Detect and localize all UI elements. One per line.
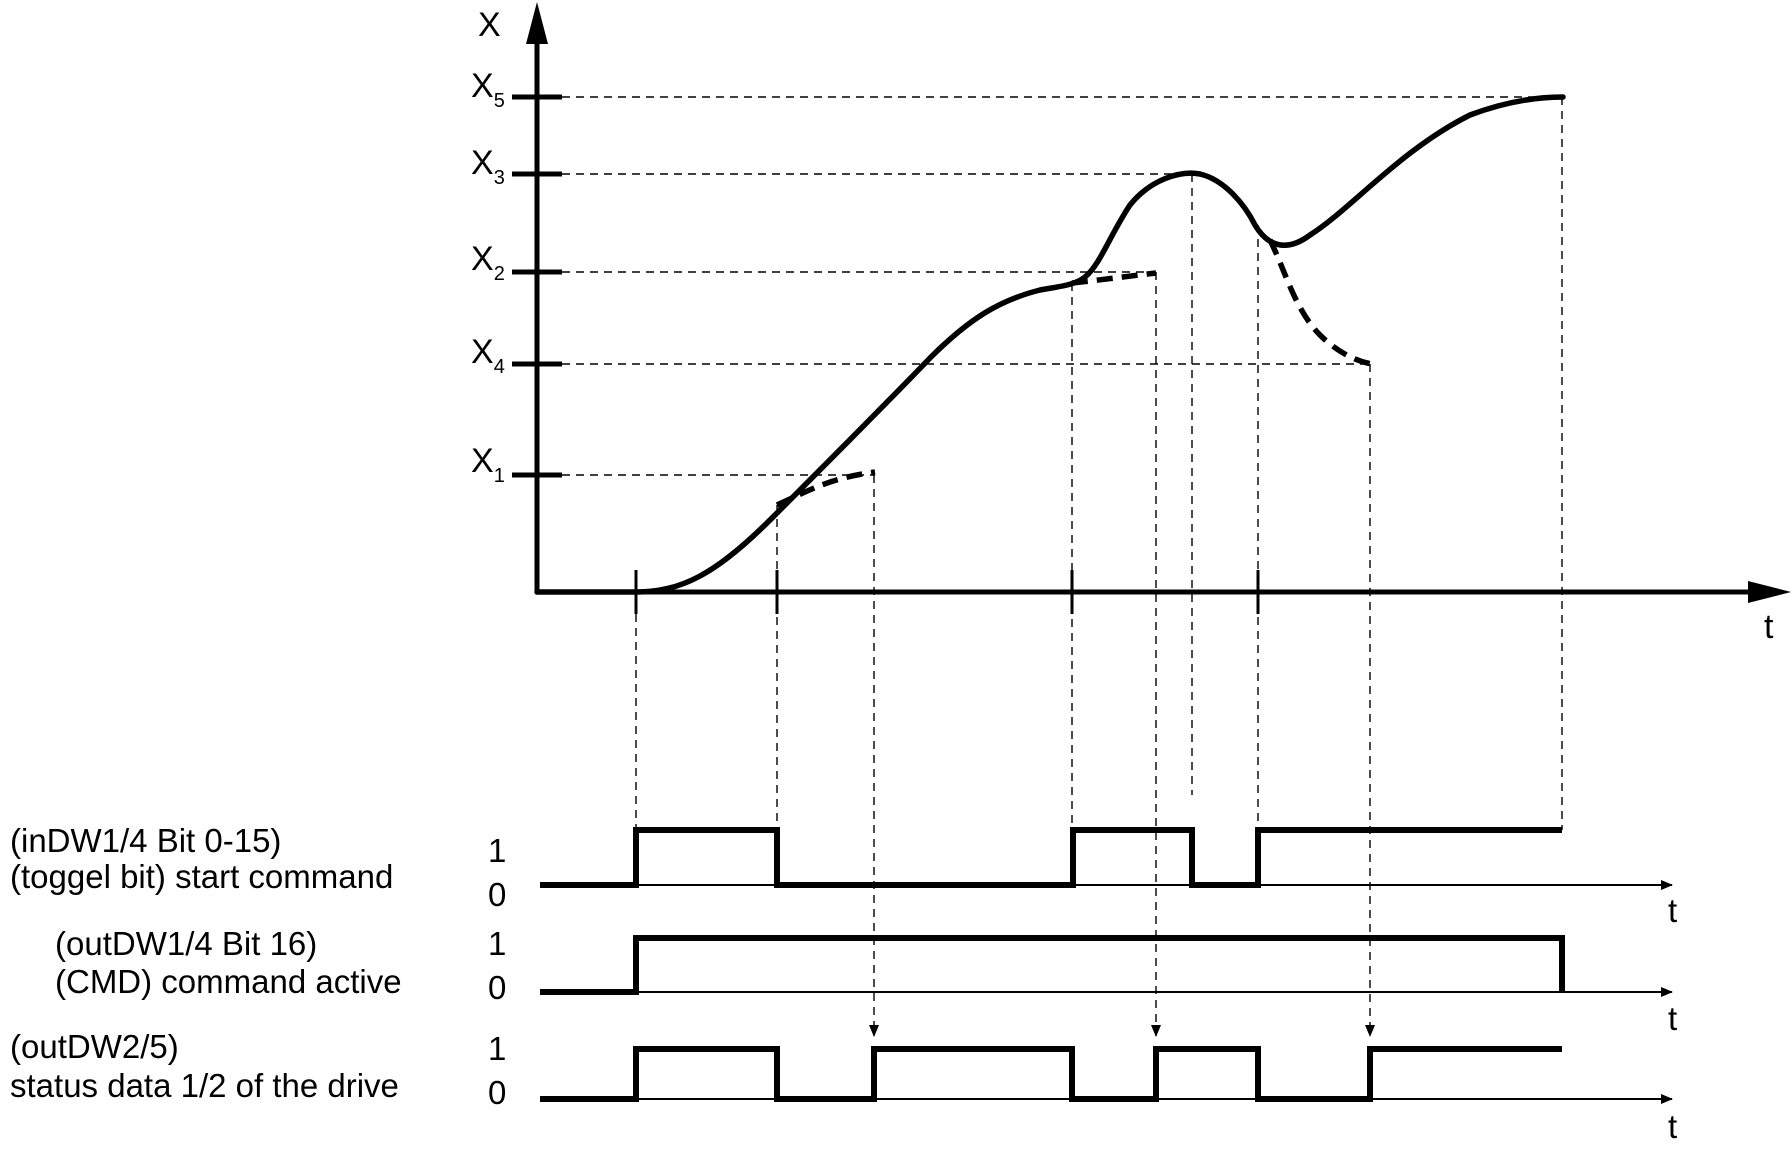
signal-3-waveform: [540, 1046, 1562, 1102]
signal-1-axis-label: t: [1668, 892, 1677, 929]
actual-position-curve: [534, 94, 1566, 595]
signal-1-high-label: 1: [488, 832, 506, 869]
signal-command-active: (outDW1/4 Bit 16) (CMD) command active 1…: [55, 925, 1677, 1037]
signal-3-name-line2: status data 1/2 of the drive: [10, 1067, 399, 1104]
signal-start-command: (inDW1/4 Bit 0-15) (toggel bit) start co…: [10, 822, 1677, 929]
y-axis-arrow: [526, 2, 548, 44]
signal-1-low-label: 0: [488, 876, 506, 913]
x-axis-label: t: [1764, 608, 1774, 646]
level-label-x1: X1: [471, 442, 505, 487]
target-x4-dashed-curve: [1267, 238, 1373, 367]
signal-1-name-line1: (inDW1/4 Bit 0-15): [10, 822, 281, 859]
horizontal-guides: [562, 96, 1562, 476]
signal-status-data: (outDW2/5) status data 1/2 of the drive …: [10, 1028, 1677, 1145]
level-label-x2: X2: [471, 240, 505, 285]
signal-1-name-line2: (toggel bit) start command: [10, 858, 393, 895]
signal-2-waveform: [540, 935, 1565, 995]
signal-2-axis-label: t: [1668, 1000, 1677, 1037]
signal-3-high-label: 1: [488, 1030, 506, 1067]
position-axes: X t: [478, 2, 1791, 646]
position-curves: [534, 94, 1566, 595]
signal-3-axis-label: t: [1668, 1108, 1677, 1145]
level-label-x3: X3: [471, 144, 505, 189]
target-x2-dashed-curve: [1071, 270, 1157, 286]
level-ticks: X5 X3 X2 X4 X1: [471, 67, 562, 487]
signal-2-name-line1: (outDW1/4 Bit 16): [55, 925, 317, 962]
signal-3-name-line1: (outDW2/5): [10, 1028, 179, 1065]
vertical-guides: [635, 97, 1563, 1037]
signal-2-low-label: 0: [488, 969, 506, 1006]
signal-3-low-label: 0: [488, 1074, 506, 1111]
y-axis-label: X: [478, 6, 501, 44]
level-label-x4: X4: [471, 333, 505, 378]
signal-2-high-label: 1: [488, 925, 506, 962]
signal-2-name-line2: (CMD) command active: [55, 963, 402, 1000]
level-label-x5: X5: [471, 67, 505, 112]
signal-1-waveform: [540, 827, 1562, 888]
x-axis-arrow: [1748, 581, 1791, 603]
target-x1-dashed-curve: [775, 469, 876, 508]
